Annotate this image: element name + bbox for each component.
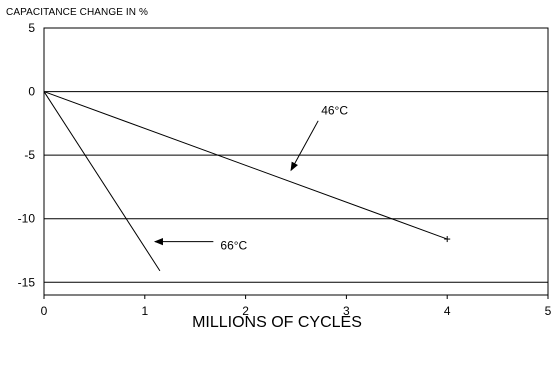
series-line-0 <box>43 91 448 240</box>
y-tick-label: -10 <box>18 212 36 226</box>
annotation-arrow-0 <box>290 120 319 172</box>
annotation-label-0: 46°C <box>321 104 348 118</box>
x-axis-title: MILLIONS OF CYCLES <box>192 314 362 331</box>
x-tick-label: 1 <box>141 304 148 318</box>
y-tick-label: -15 <box>18 275 36 289</box>
y-tick-label: 5 <box>28 21 35 35</box>
x-tick-label: 5 <box>545 304 552 318</box>
y-tick-label: -5 <box>24 148 35 162</box>
x-tick-label: 3 <box>343 304 350 318</box>
y-axis-title: CAPACITANCE CHANGE IN % <box>6 7 148 18</box>
y-tick-label: 0 <box>28 85 35 99</box>
x-tick-label: 2 <box>242 304 249 318</box>
annotation-label-1: 66°C <box>220 238 247 252</box>
x-tick-label: 0 <box>41 304 48 318</box>
series-line-1 <box>43 91 161 272</box>
x-tick-label: 4 <box>444 304 451 318</box>
